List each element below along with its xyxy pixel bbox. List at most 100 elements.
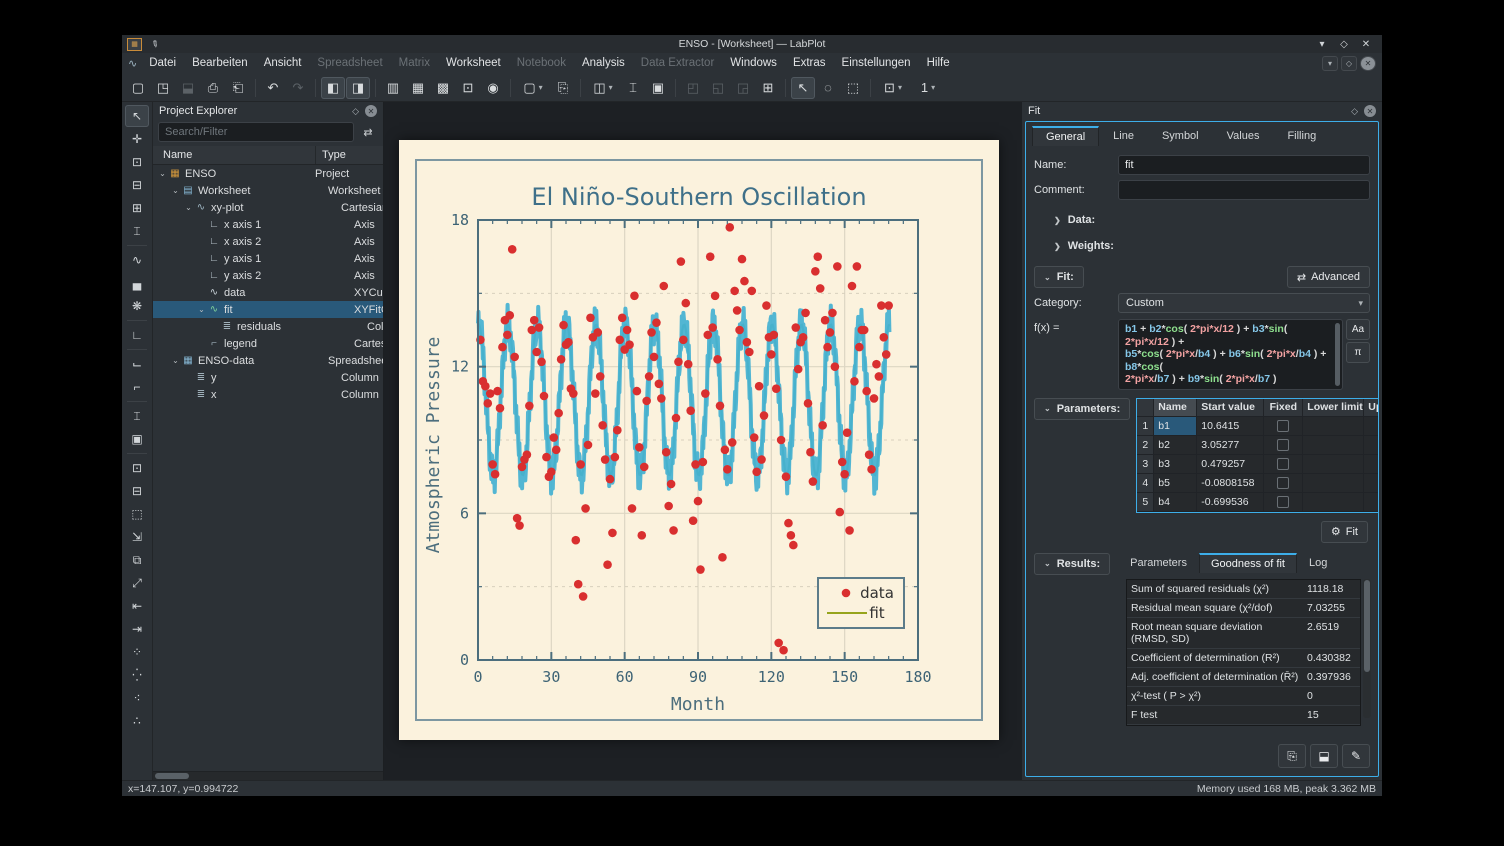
menu-item[interactable]: Einstellungen: [841, 57, 911, 69]
worksheet-view[interactable]: El Niño-Southern Oscillation Month Atmosph…: [384, 102, 1022, 780]
parameter-row[interactable]: 2 b2 3.05277: [1137, 435, 1378, 455]
menu-item[interactable]: Windows: [730, 57, 777, 69]
menu-item[interactable]: Datei: [149, 57, 177, 69]
menu-item[interactable]: Notebook: [516, 57, 566, 69]
toolbar-button[interactable]: ▦: [411, 79, 425, 95]
tree-row[interactable]: ∟ x axis 1 Axis: [153, 216, 383, 233]
tool-button[interactable]: ⌐: [133, 380, 141, 394]
toolbar-button[interactable]: ▢: [516, 77, 550, 99]
toolbar-button[interactable]: ▢: [131, 79, 145, 95]
tree-row[interactable]: ⌄ ▦ ENSO-data Spreadsheet: [153, 352, 383, 369]
parameter-row[interactable]: 5 b4 -0.699536: [1137, 492, 1378, 512]
tree-row[interactable]: ⌄ ∿ xy-plot CartesianPlot: [153, 199, 383, 216]
param-col-start[interactable]: Start value: [1197, 398, 1265, 417]
toolbar-button[interactable]: [870, 78, 871, 97]
mdi-window-control[interactable]: ✕: [1360, 56, 1376, 71]
parameter-start-value[interactable]: 0.479257: [1197, 454, 1265, 474]
tool-button[interactable]: ⊞: [131, 201, 143, 215]
results-tab[interactable]: Parameters: [1130, 556, 1187, 569]
param-col-lower[interactable]: Lower limit: [1303, 398, 1365, 417]
tool-button[interactable]: ⁖: [133, 691, 141, 705]
toolbar-button[interactable]: ⊞: [762, 79, 774, 95]
save-edit-button[interactable]: ✎: [1342, 744, 1370, 768]
column-header-type[interactable]: Type: [322, 149, 346, 161]
parameter-upper-limit[interactable]: [1364, 474, 1378, 493]
menu-item[interactable]: Analysis: [581, 57, 625, 69]
close-dock-icon[interactable]: ✕: [1364, 105, 1376, 117]
tree-row[interactable]: ∿ data XYCurve: [153, 284, 383, 301]
toolbar-button[interactable]: ↖: [791, 76, 815, 99]
toolbar-button[interactable]: ◫: [586, 77, 620, 99]
horizontal-scrollbar[interactable]: [153, 771, 383, 780]
window-control-button[interactable]: ✕: [1361, 38, 1371, 50]
parameter-name-cell[interactable]: b5: [1154, 473, 1198, 493]
parameter-lower-limit[interactable]: [1303, 492, 1365, 512]
fit-tab[interactable]: Filling: [1287, 130, 1317, 142]
menu-item[interactable]: Matrix: [398, 57, 430, 69]
tool-button[interactable]: [127, 349, 147, 350]
tool-button[interactable]: ∿: [131, 253, 143, 267]
toolbar-button[interactable]: ⊡: [876, 77, 910, 99]
parameter-lower-limit[interactable]: [1303, 416, 1365, 436]
parameter-name-cell[interactable]: b3: [1154, 454, 1198, 474]
toolbar-button[interactable]: ⬚: [846, 79, 860, 95]
weights-section-toggle[interactable]: ❯ Weights:: [1054, 240, 1114, 252]
toolbar-button[interactable]: ◌: [824, 80, 832, 95]
toolbar-button[interactable]: ⬓: [181, 79, 195, 95]
constants-button[interactable]: π: [1346, 342, 1370, 363]
tree-column-headers[interactable]: Name Type: [153, 146, 383, 165]
parameter-upper-limit[interactable]: [1364, 417, 1378, 436]
fit-tab[interactable]: General: [1032, 126, 1100, 146]
fit-dock-header[interactable]: Fit ◇ ✕: [1022, 102, 1382, 120]
fit-tab[interactable]: Line: [1113, 130, 1134, 142]
tree-row[interactable]: ⌄ ▦ ENSO Project: [153, 165, 383, 182]
tool-button[interactable]: ⇥: [131, 622, 143, 636]
toolbar-button[interactable]: ⌶: [629, 79, 637, 95]
close-dock-icon[interactable]: ✕: [365, 105, 377, 117]
search-input[interactable]: [158, 122, 354, 142]
parameter-start-value[interactable]: -0.699536: [1197, 492, 1265, 512]
project-explorer-header[interactable]: Project Explorer ◇ ✕: [153, 102, 383, 120]
parameter-upper-limit[interactable]: [1364, 455, 1378, 474]
filter-options-icon[interactable]: ⇄: [363, 126, 373, 139]
parameter-row[interactable]: 3 b3 0.479257: [1137, 454, 1378, 474]
tool-button[interactable]: ❋: [131, 299, 143, 313]
tool-button[interactable]: ∟: [131, 328, 143, 342]
expander-icon[interactable]: ⌄: [172, 356, 179, 365]
xy-plot[interactable]: El Niño-Southern Oscillation Month Atmosph…: [399, 140, 999, 740]
results-tab[interactable]: Goodness of fit: [1198, 552, 1297, 573]
parameter-row[interactable]: 1 b1 10.6415: [1137, 416, 1378, 436]
menu-item[interactable]: Ansicht: [263, 57, 302, 69]
expander-icon[interactable]: ⌄: [159, 169, 166, 178]
float-dock-icon[interactable]: ◇: [352, 105, 359, 116]
mdi-window-control[interactable]: ▾: [1322, 56, 1338, 71]
param-col-upper[interactable]: Upper limit: [1364, 398, 1378, 417]
advanced-button[interactable]: ⇄ Advanced: [1286, 266, 1370, 288]
tool-button[interactable]: ∴: [133, 714, 141, 728]
toolbar-button[interactable]: ⎙: [207, 79, 219, 95]
functions-button[interactable]: Aa: [1346, 319, 1370, 340]
parameter-start-value[interactable]: -0.0808158: [1197, 473, 1265, 493]
titlebar[interactable]: ▦ ✎ ENSO - [Worksheet] — LabPlot ▾ ◇ ✕: [122, 35, 1382, 53]
tool-button[interactable]: ⁛: [132, 668, 142, 682]
tool-button[interactable]: ⊡: [131, 461, 143, 475]
data-section-toggle[interactable]: ❯ Data:: [1054, 214, 1096, 226]
toolbar-button[interactable]: [510, 78, 511, 97]
parameter-row[interactable]: 4 b5 -0.0808158: [1137, 473, 1378, 493]
parameter-start-value[interactable]: 10.6415: [1197, 416, 1265, 436]
parameter-lower-limit[interactable]: [1303, 473, 1365, 493]
menu-item[interactable]: Extras: [792, 57, 826, 69]
tree-row[interactable]: ∟ y axis 2 Axis: [153, 267, 383, 284]
param-col-name[interactable]: Name: [1154, 398, 1198, 417]
parameters-section-toggle[interactable]: ⌄ Parameters:: [1034, 397, 1131, 420]
parameter-name-cell[interactable]: b4: [1154, 492, 1198, 512]
parameter-name-cell[interactable]: b1: [1154, 416, 1198, 436]
fixed-checkbox[interactable]: [1277, 419, 1290, 432]
toolbar-button[interactable]: ◲: [736, 79, 750, 95]
toolbar-button[interactable]: ▩: [436, 79, 450, 95]
tool-button[interactable]: ⊟: [131, 484, 143, 498]
tree-row[interactable]: ∟ y axis 1 Axis: [153, 250, 383, 267]
toolbar-button[interactable]: 1: [911, 77, 945, 99]
toolbar-button[interactable]: [580, 78, 581, 97]
toolbar-button[interactable]: [675, 78, 676, 97]
